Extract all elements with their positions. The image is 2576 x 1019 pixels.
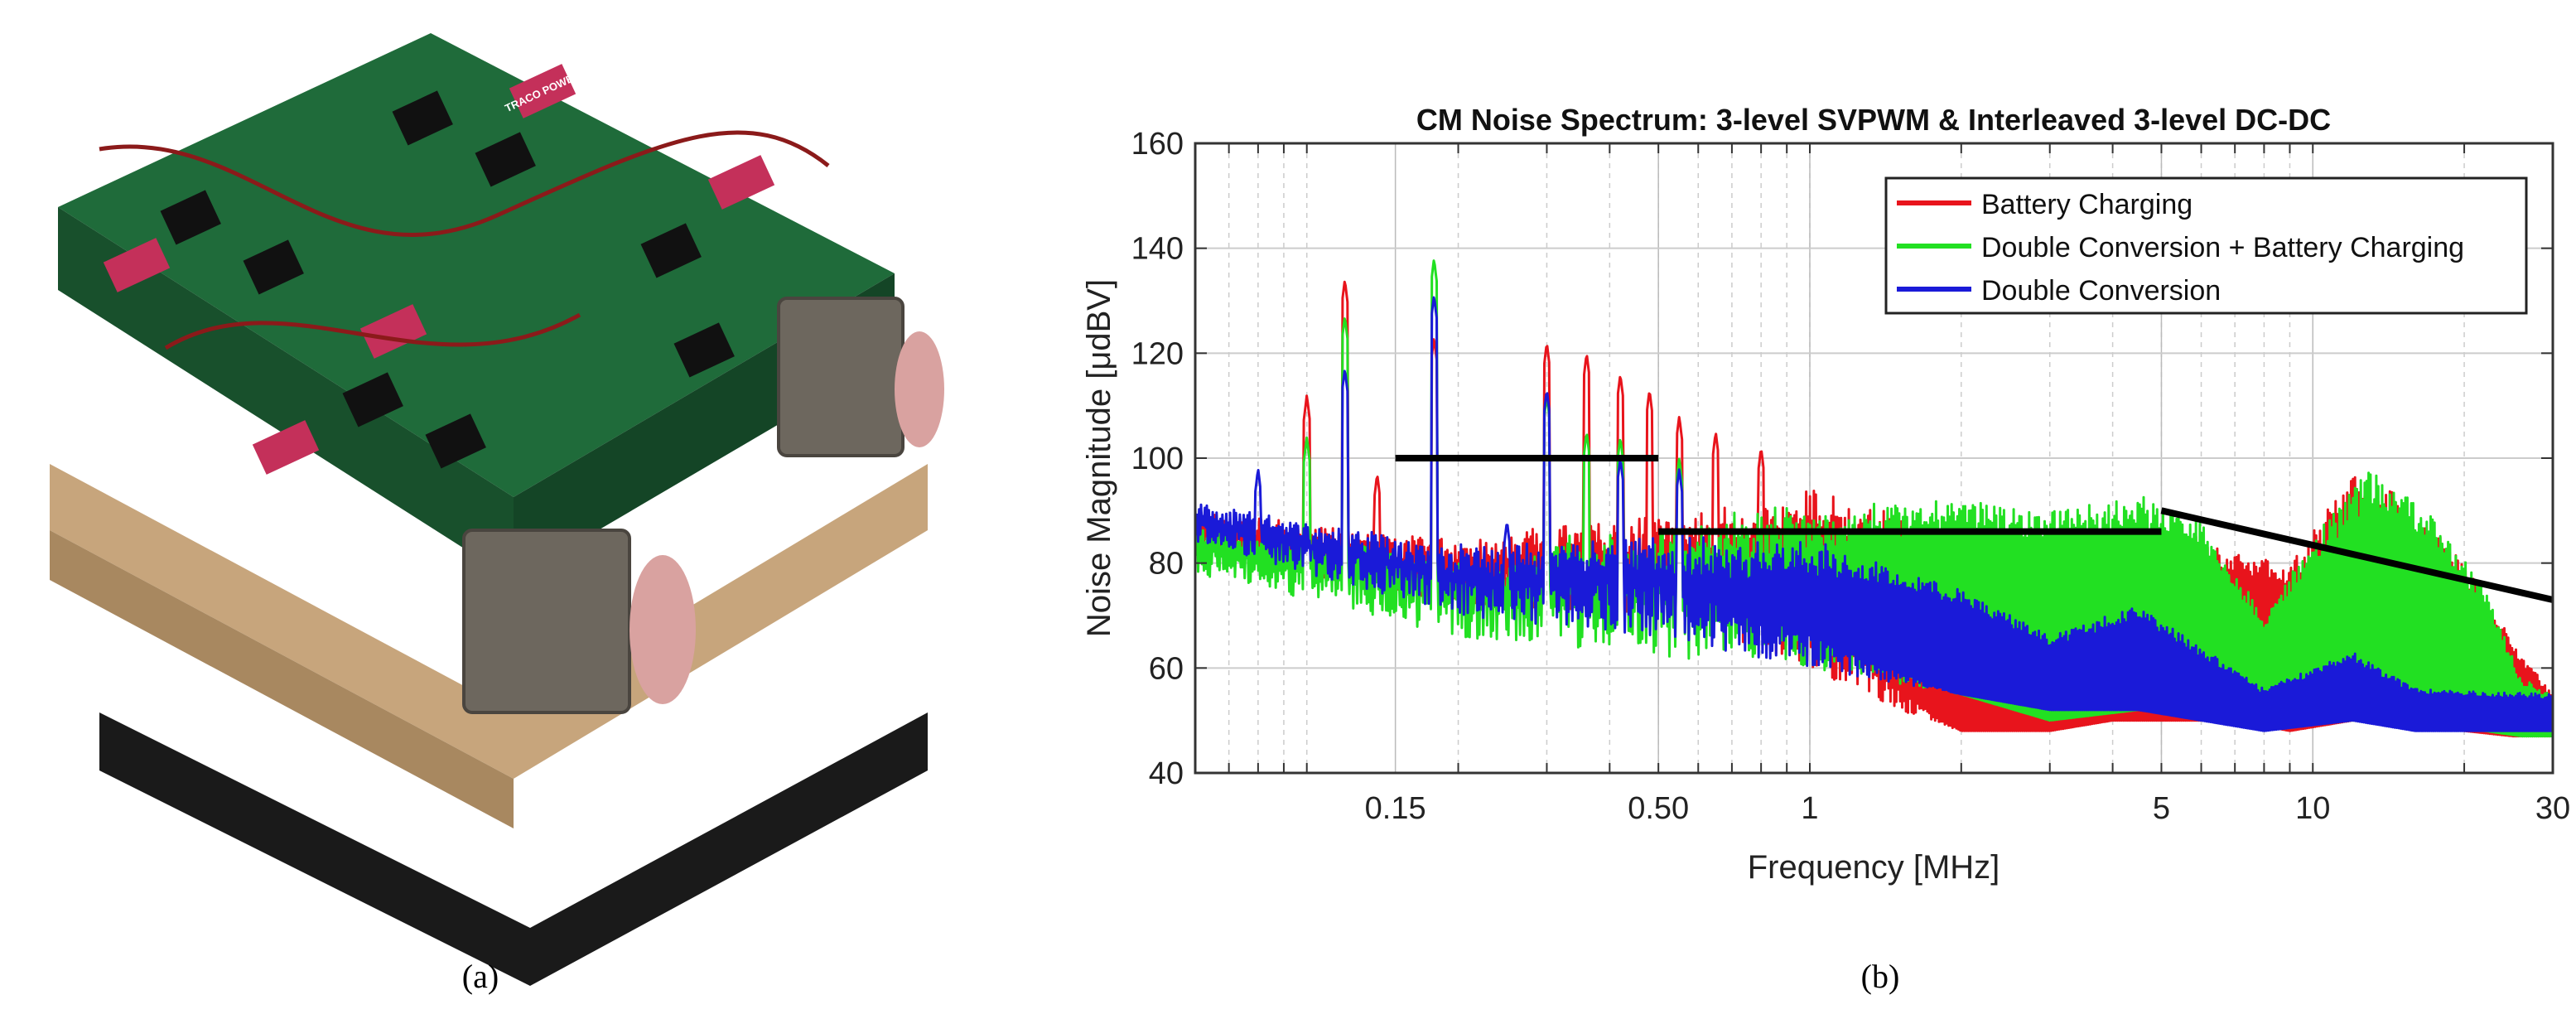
- x-tick-label: 10: [2295, 791, 2330, 826]
- hardware-photo: TRACO POWER: [50, 33, 944, 986]
- x-tick-label: 30: [2535, 791, 2570, 826]
- series-line-double-conversion: [1194, 296, 2554, 732]
- x-axis-label: Frequency [MHz]: [1748, 849, 2000, 886]
- y-tick-label: 80: [1149, 547, 1184, 582]
- cm-noise-chart: 0.15 0.50 1 5 10 30 40 60 80 100 120 140 160 CM Nois…: [1081, 103, 2570, 886]
- y-tick-label: 40: [1149, 756, 1184, 791]
- y-tick-label: 160: [1131, 127, 1184, 162]
- y-tick-label: 140: [1131, 232, 1184, 267]
- y-tick-label: 100: [1131, 442, 1184, 476]
- x-tick-label: 0.50: [1628, 791, 1689, 826]
- x-tick-label: 0.15: [1365, 791, 1426, 826]
- chart-title: CM Noise Spectrum: 3-level SVPWM & Inter…: [1416, 103, 2331, 137]
- legend-label-battery-charging: Battery Charging: [1981, 189, 2192, 220]
- reference-lines: [1395, 455, 2554, 603]
- reference-limit-line: [2160, 507, 2554, 603]
- series-line-double-conversion-battery-charging: [1194, 259, 2554, 738]
- x-tick-label: 5: [2153, 791, 2170, 826]
- y-tick-label: 60: [1149, 651, 1184, 686]
- x-tick-label: 1: [1801, 791, 1818, 826]
- legend-label-double-conversion-battery: Double Conversion + Battery Charging: [1981, 232, 2464, 263]
- y-tick-label: 120: [1131, 336, 1184, 371]
- ticks: 0.15 0.50 1 5 10 30 40 60 80 100 120 140 160: [1131, 127, 2571, 826]
- caption-b: (b): [1861, 958, 1900, 995]
- legend: Battery Charging Double Conversion + Bat…: [1884, 176, 2528, 315]
- legend-label-double-conversion: Double Conversion: [1981, 275, 2221, 307]
- y-axis-label: Noise Magnitude [μdBV]: [1081, 279, 1117, 637]
- caption-a: (a): [462, 958, 499, 995]
